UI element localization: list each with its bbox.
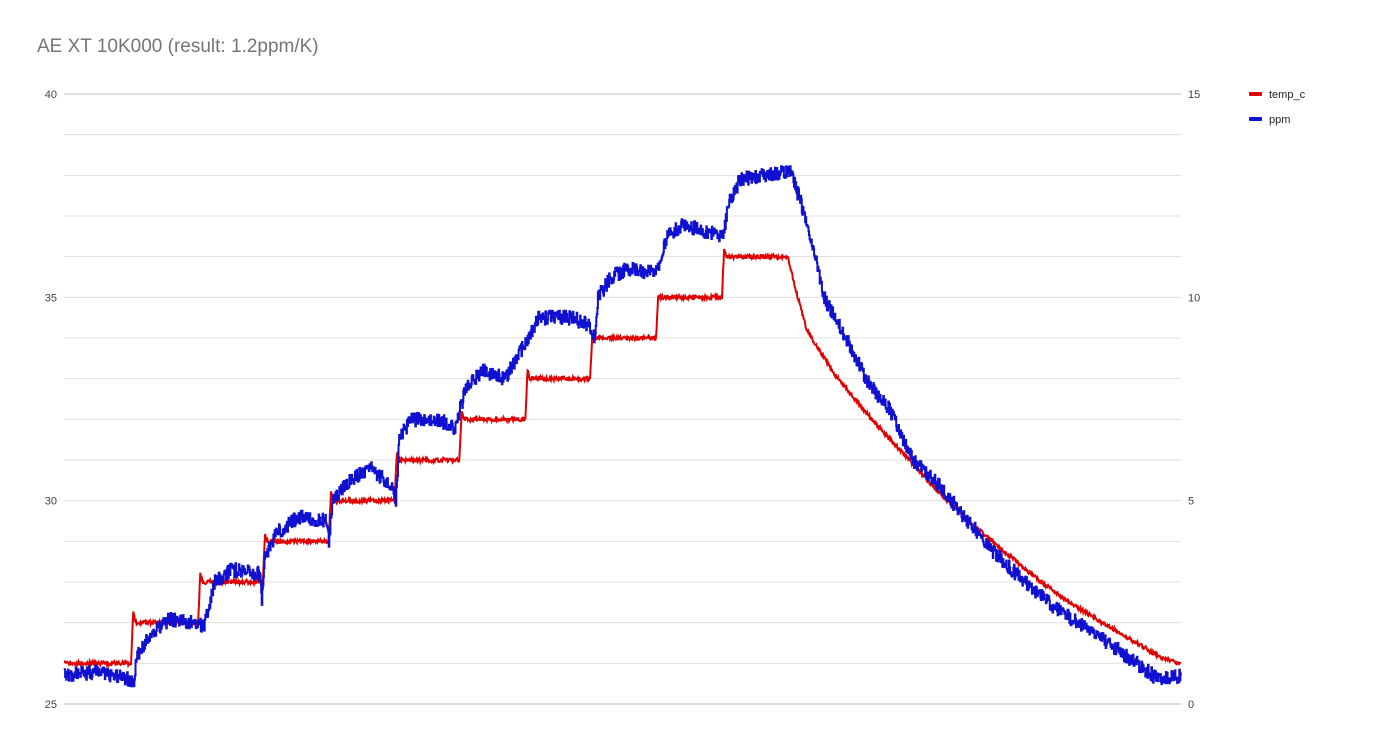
left-tick-label: 30 (45, 496, 57, 508)
right-tick-label: 5 (1188, 496, 1194, 508)
right-tick-label: 10 (1188, 292, 1200, 304)
legend-label-ppm: ppm (1269, 114, 1290, 126)
series-line-temp_c (63, 248, 1182, 669)
series-line-ppm (63, 165, 1182, 688)
right-axis-ticks: 15 10 5 0 (1188, 89, 1200, 711)
left-tick-label: 25 (45, 699, 57, 711)
legend-swatch-ppm (1249, 117, 1262, 121)
series-layer (63, 165, 1182, 688)
legend-swatch-temp_c (1249, 92, 1262, 96)
right-tick-label: 15 (1188, 89, 1200, 101)
left-axis-ticks: 40 35 30 25 (45, 89, 57, 711)
legend-label-temp_c: temp_c (1269, 89, 1306, 101)
right-tick-label: 0 (1188, 699, 1194, 711)
chart-title: AE XT 10K000 (result: 1.2ppm/K) (37, 36, 319, 57)
gridlines (64, 93, 1181, 705)
left-tick-label: 40 (45, 89, 57, 101)
left-tick-label: 35 (45, 292, 57, 304)
